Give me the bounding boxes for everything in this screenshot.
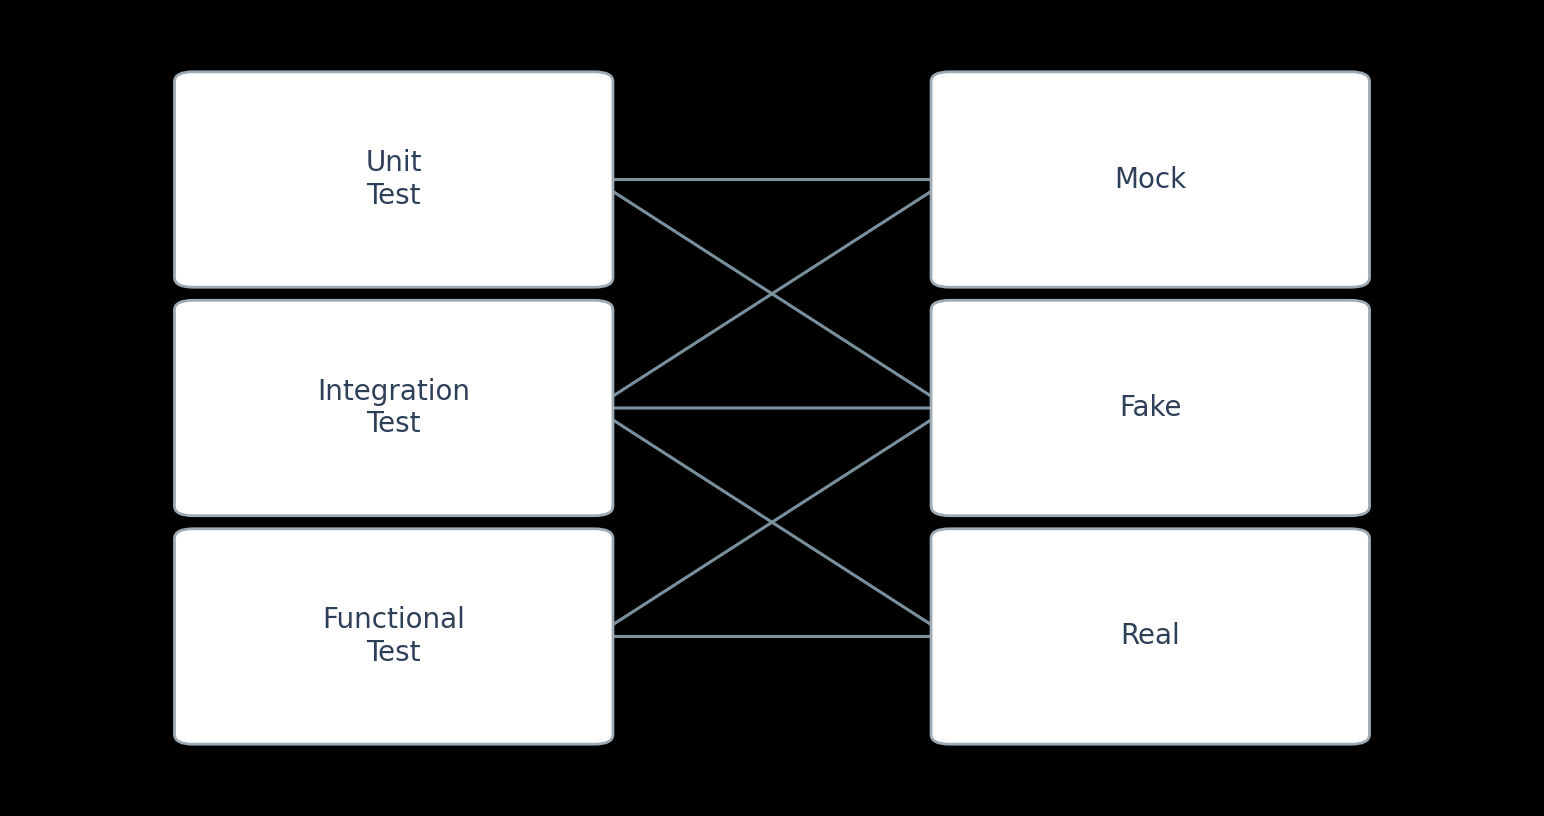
FancyBboxPatch shape: [931, 300, 1370, 516]
Text: Mock: Mock: [1115, 166, 1186, 193]
FancyBboxPatch shape: [174, 72, 613, 287]
Text: Integration
Test: Integration Test: [317, 378, 471, 438]
Text: Fake: Fake: [1119, 394, 1181, 422]
FancyBboxPatch shape: [174, 300, 613, 516]
FancyBboxPatch shape: [931, 72, 1370, 287]
Text: Functional
Test: Functional Test: [323, 606, 465, 667]
Text: Real: Real: [1121, 623, 1180, 650]
FancyBboxPatch shape: [931, 529, 1370, 744]
FancyBboxPatch shape: [174, 529, 613, 744]
Text: Unit
Test: Unit Test: [366, 149, 422, 210]
